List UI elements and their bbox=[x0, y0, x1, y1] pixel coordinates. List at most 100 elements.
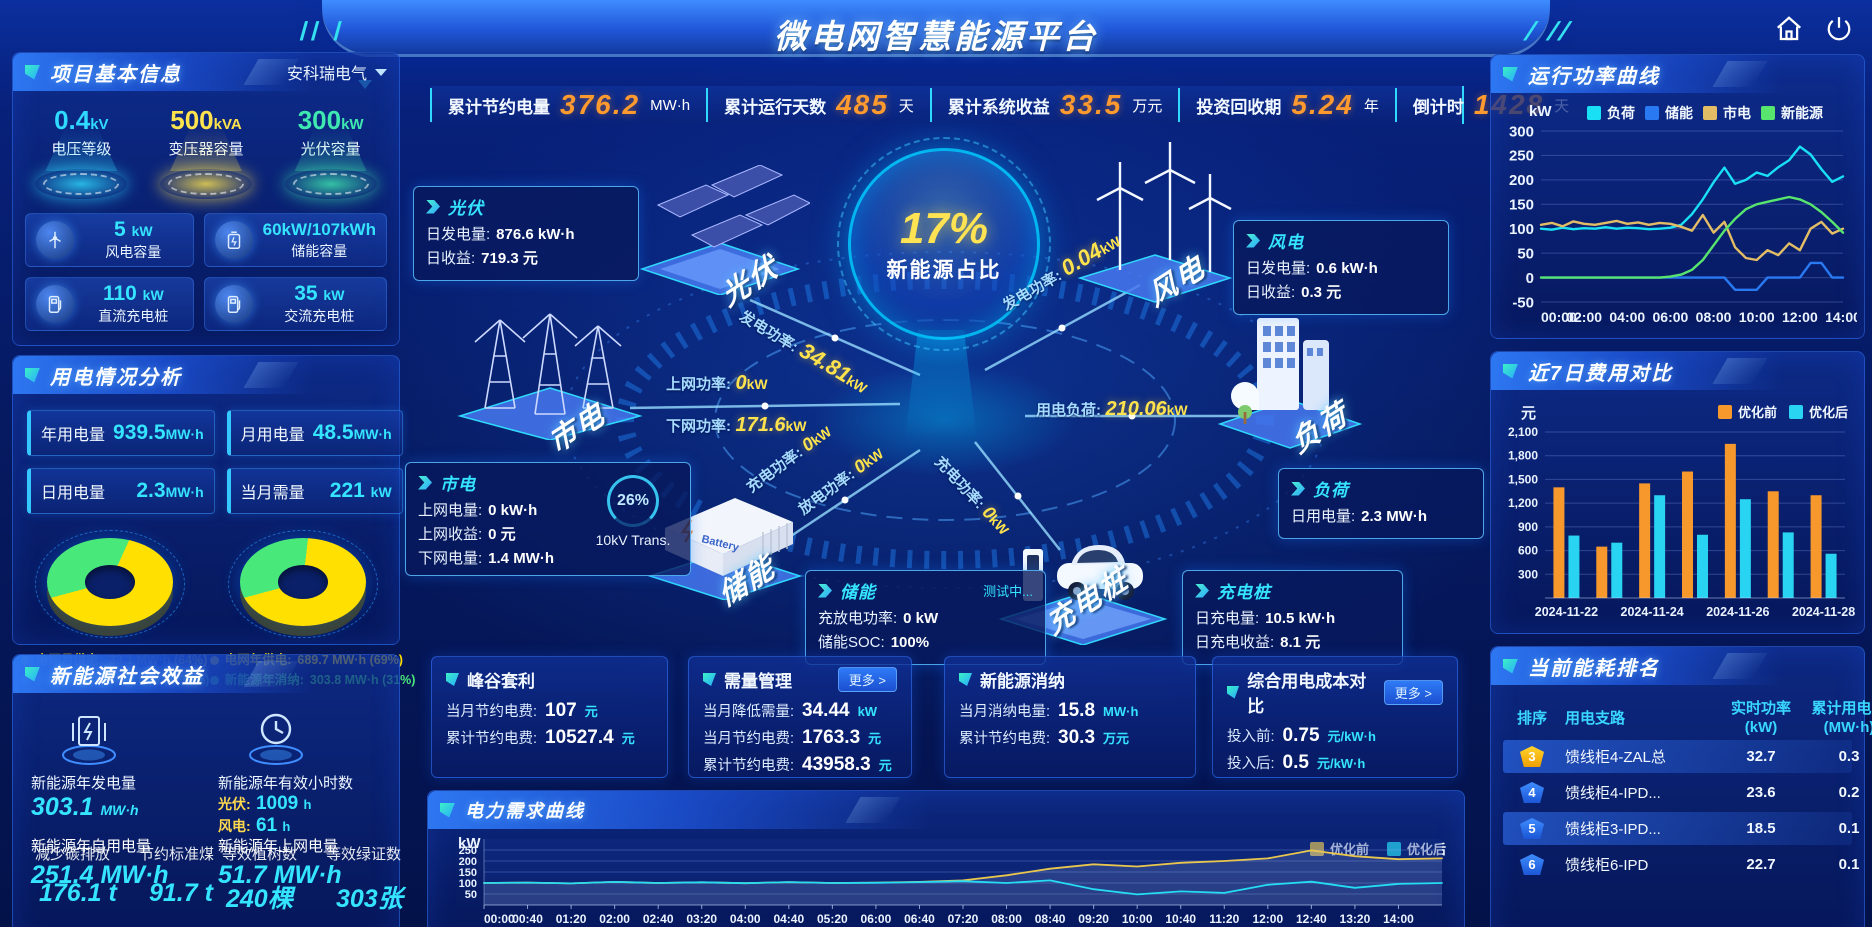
svg-text:1,200: 1,200 bbox=[1508, 496, 1538, 510]
svg-text:250: 250 bbox=[459, 845, 477, 857]
charger-node-art bbox=[998, 545, 1168, 645]
panel-cost-compare: 近7日费用对比 元 优化前 优化后 300 600 900 1,200 1,500 1,80… bbox=[1490, 351, 1865, 634]
panel-social-benefit: 新能源社会效益 新能源年发电量 303.1 MW·h 新能源年有效小时数 光伏:… bbox=[12, 654, 403, 927]
card-icon bbox=[1227, 685, 1240, 699]
svg-text:12:00: 12:00 bbox=[1252, 912, 1283, 926]
status-note: 测试中... bbox=[983, 584, 1033, 599]
svg-text:10:40: 10:40 bbox=[1165, 912, 1196, 926]
top-stat: 累计运行天数 485 天 bbox=[706, 88, 930, 122]
wind-turbine-icon bbox=[36, 221, 74, 259]
svg-text:03:20: 03:20 bbox=[686, 912, 717, 926]
transformer-gauge: 26% 10kV Trans. bbox=[590, 475, 676, 548]
svg-text:100: 100 bbox=[1509, 221, 1534, 238]
svg-text:150: 150 bbox=[459, 867, 477, 879]
panel-title: 用电情况分析 bbox=[50, 366, 182, 389]
more-button[interactable]: 更多 > bbox=[837, 667, 897, 692]
top-stat: 累计节约电量 376.2 MW·h bbox=[430, 88, 706, 122]
capacity-cards: 5 kW 风电容量 60kW/107kWh 储能容量 110 kW 直流充电桩 … bbox=[13, 203, 399, 331]
card-dc-charger: 110 kW 直流充电桩 bbox=[25, 277, 194, 331]
kpi-card-demand-mgmt: 需量管理 更多 > 当月降低需量: 34.44 kW 当月节约电费: 1763.3 元累计节… bbox=[688, 656, 912, 778]
panel-project-info: 项目基本信息 安科瑞电气 0.4kV 电压等级 500kVA 变压器容量 300… bbox=[12, 52, 400, 346]
more-button[interactable]: 更多 > bbox=[1383, 679, 1443, 705]
svg-text:250: 250 bbox=[1509, 148, 1534, 165]
rank-badge: 4 bbox=[1520, 782, 1544, 803]
chevron-down-icon bbox=[375, 68, 387, 76]
social-hours-cell: 新能源年有效小时数 光伏: 1009 h 风电: 61 h bbox=[218, 707, 398, 837]
kpi-row: 当月消纳电量: 15.8 MW·h bbox=[959, 700, 1139, 721]
table-header: 排序 用电支路 实时功率 (kW) 累计用电量 (MW·h) bbox=[1516, 700, 1872, 736]
svg-text:00:40: 00:40 bbox=[512, 912, 543, 926]
table-row[interactable]: 5 馈线柜3-IPD... 18.5 0.1 bbox=[1503, 812, 1859, 845]
top-stats-bar: 累计节约电量 376.2 MW·h 累计运行天数 485 天累计系统收益 33.5 万元 投资回… bbox=[430, 86, 1569, 124]
svg-text:04:00: 04:00 bbox=[1609, 309, 1645, 325]
svg-text:300: 300 bbox=[1518, 567, 1538, 581]
svg-text:06:40: 06:40 bbox=[904, 912, 935, 926]
legend-item[interactable]: 负荷 bbox=[1587, 103, 1635, 123]
svg-text:200: 200 bbox=[1509, 172, 1534, 189]
legend-item[interactable]: 优化后 bbox=[1788, 402, 1848, 421]
charger-tooltip: 充电桩 日充电量: 10.5 kW·h 日充电收益: 8.1 元 bbox=[1182, 570, 1403, 665]
table-row[interactable]: 4 馈线柜4-IPD... 23.6 0.2 bbox=[1503, 776, 1859, 809]
arrow-icon bbox=[1291, 481, 1305, 496]
power-icon[interactable] bbox=[1824, 14, 1854, 44]
card-wind-capacity: 5 kW 风电容量 bbox=[25, 213, 194, 267]
panel-corner-icon bbox=[25, 64, 40, 80]
kpi-row: 投入后: 0.5 元/kW·h bbox=[1227, 752, 1366, 773]
home-icon[interactable] bbox=[1774, 14, 1804, 44]
grid-node-art bbox=[457, 313, 643, 440]
panel-title: 项目基本信息 bbox=[50, 63, 182, 86]
svg-text:2024-11-24: 2024-11-24 bbox=[1621, 605, 1684, 619]
svg-text:2024-11-26: 2024-11-26 bbox=[1706, 605, 1769, 619]
flow-to-grid: 上网功率: 0kW bbox=[666, 372, 768, 394]
svg-text:1,500: 1,500 bbox=[1508, 472, 1538, 486]
svg-text:02:40: 02:40 bbox=[643, 912, 674, 926]
svg-text:12:00: 12:00 bbox=[1782, 309, 1818, 325]
table-row[interactable]: 6 馈线柜6-IPD 22.7 0.1 bbox=[1503, 848, 1859, 881]
arrow-icon bbox=[426, 199, 440, 214]
company-select[interactable]: 安科瑞电气 bbox=[287, 60, 387, 84]
legend-item[interactable]: 优化前 bbox=[1717, 402, 1777, 421]
legend-item[interactable]: 储能 bbox=[1645, 103, 1693, 123]
kpi-row: 投入前: 0.75 元/kW·h bbox=[1227, 725, 1376, 746]
svg-text:05:20: 05:20 bbox=[817, 912, 848, 926]
panel-title: 新能源社会效益 bbox=[50, 665, 204, 688]
svg-text:2024-11-28: 2024-11-28 bbox=[1792, 605, 1855, 619]
legend-item[interactable]: 市电 bbox=[1703, 103, 1751, 123]
card-icon bbox=[703, 673, 716, 686]
stat-month-usage: 月用电量 48.5MW·h bbox=[226, 410, 403, 456]
top-stat: 投资回收期 5.24 年 bbox=[1178, 88, 1395, 122]
kpi-row: 当月节约电费: 107 元 bbox=[446, 700, 598, 721]
kpi-card-renewable-absorb: 新能源消纳 当月消纳电量: 15.8 MW·h 累计节约电费: 30.3 万元 bbox=[944, 656, 1196, 778]
company-select-value: 安科瑞电气 bbox=[286, 66, 367, 83]
svg-text:04:40: 04:40 bbox=[773, 912, 804, 926]
card-ac-charger: 35 kW 交流充电桩 bbox=[203, 277, 387, 331]
table-row[interactable]: 3 馈线柜4-ZAL总 32.7 0.3 bbox=[1503, 740, 1859, 773]
arrow-icon bbox=[818, 583, 832, 598]
stat-day-usage: 日用电量 2.3MW·h bbox=[27, 468, 215, 514]
flow-load: 用电负荷: 210.06kW bbox=[1036, 398, 1188, 420]
panel-power-analysis: 用电情况分析 年用电量 939.5MW·h 月用电量 48.5MW·h 日用电量 2.… bbox=[12, 355, 415, 687]
svg-text:600: 600 bbox=[1518, 544, 1538, 558]
svg-text:100: 100 bbox=[459, 878, 477, 890]
usage-stats: 年用电量 939.5MW·h 月用电量 48.5MW·h 日用电量 2.3MW·h 当… bbox=[13, 394, 403, 514]
run-power-legend: 负荷 储能 市电 新能源 bbox=[1587, 103, 1823, 123]
panel-corner-icon bbox=[1503, 363, 1518, 379]
wind-node-art bbox=[1077, 142, 1233, 303]
kpi-row: 累计节约电费: 10527.4 元 bbox=[446, 727, 635, 748]
svg-text:06:00: 06:00 bbox=[1653, 309, 1689, 325]
page-title: 微电网智慧能源平台 bbox=[774, 18, 1098, 55]
clock-icon bbox=[244, 707, 398, 770]
top-stat: 累计系统收益 33.5 万元 bbox=[929, 88, 1179, 122]
kpi-card-peak-valley: 峰谷套利 当月节约电费: 107 元累计节约电费: 10527.4 元 bbox=[431, 656, 668, 778]
kpi-row: 累计节约电费: 43958.3 元 bbox=[703, 754, 892, 775]
social-export-cell: 新能源年上网电量 等效植树数 等效绿证数 51.7 MW·h 240棵 303张 bbox=[218, 838, 403, 913]
legend-item[interactable]: 新能源 bbox=[1761, 103, 1823, 123]
legend-item[interactable]: 优化后 bbox=[1386, 839, 1446, 858]
panel-corner-icon bbox=[440, 802, 455, 818]
svg-text:00:00: 00:00 bbox=[1541, 309, 1577, 325]
load-tooltip: 负荷 日用电量: 2.3 MW·h bbox=[1278, 468, 1484, 539]
svg-text:04:00: 04:00 bbox=[730, 912, 761, 926]
